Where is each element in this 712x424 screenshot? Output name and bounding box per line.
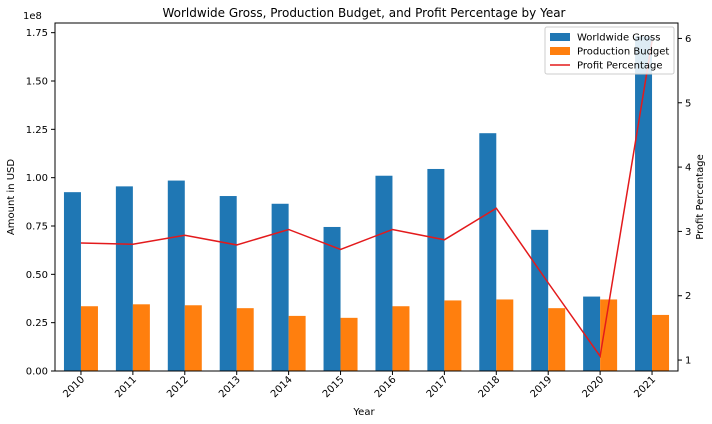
- legend-box: [544, 26, 675, 75]
- bar-production-budget-2020: [600, 299, 618, 371]
- x-tick-label: 2021: [632, 374, 658, 400]
- line-layer: [80, 40, 653, 359]
- y-tick-label: 1.75: [26, 28, 48, 39]
- line-profit-percentage: [80, 40, 653, 359]
- x-tick-label: 2017: [425, 374, 451, 400]
- bar-production-budget-2010: [80, 306, 98, 371]
- y2-tick-label: 1: [685, 356, 691, 367]
- x-tick-label: 2014: [269, 374, 295, 400]
- y2-tick-label: 6: [685, 34, 691, 45]
- bar-production-budget-2014: [288, 315, 306, 371]
- bar-worldwide-gross-2018: [479, 133, 497, 371]
- x-tick-label: 2015: [321, 374, 347, 400]
- legend-label: Production Budget: [577, 47, 669, 58]
- bar-worldwide-gross-2016: [375, 175, 393, 371]
- bar-production-budget-2011: [132, 304, 150, 371]
- x-tick-label: 2012: [165, 374, 191, 400]
- x-tick-label: 2011: [113, 374, 139, 400]
- legend-swatch: [550, 47, 570, 55]
- bar-production-budget-2018: [496, 299, 514, 371]
- y-tick-label: 0.50: [26, 270, 48, 281]
- y-axis-label: Amount in USD: [6, 159, 17, 235]
- bar-worldwide-gross-2012: [167, 180, 185, 371]
- y-tick-label: 0.00: [26, 367, 48, 378]
- bar-production-budget-2015: [340, 317, 358, 371]
- x-tick-label: 2018: [477, 374, 503, 400]
- y2-axis: 1 2 3 4 5 6: [678, 34, 691, 367]
- y2-tick-label: 4: [685, 163, 691, 174]
- bar-worldwide-gross-2013: [219, 196, 237, 371]
- legend-label: Worldwide Gross: [577, 33, 660, 44]
- y2-axis-label: Profit Percentage: [695, 154, 706, 240]
- bar-production-budget-2017: [444, 300, 462, 371]
- bar-production-budget-2021: [652, 314, 670, 371]
- bar-worldwide-gross-2017: [427, 168, 445, 371]
- bar-production-budget-2012: [184, 305, 202, 371]
- y-tick-label: 0.25: [26, 318, 48, 329]
- chart-title: Worldwide Gross, Production Budget, and …: [162, 6, 565, 20]
- y2-tick-label: 5: [685, 98, 691, 109]
- plot-frame: [54, 22, 679, 372]
- y2-tick-label: 2: [685, 291, 691, 302]
- bar-production-budget-2019: [548, 308, 566, 371]
- x-tick-label: 2020: [580, 374, 606, 400]
- bar-worldwide-gross-2021: [635, 36, 653, 372]
- y-tick-label: 0.75: [26, 222, 48, 233]
- x-tick-label: 2013: [217, 374, 243, 400]
- x-tick-label: 2019: [529, 374, 555, 400]
- y-tick-label: 1.50: [26, 77, 48, 88]
- bar-worldwide-gross-2011: [115, 186, 133, 371]
- x-axis: 2010 2011 2012 2013 2014 2015 2016 2017 2018 2019…: [61, 371, 658, 400]
- legend-label: Profit Percentage: [577, 61, 663, 72]
- y-tick-label: 1.00: [26, 173, 48, 184]
- legend: Worldwide Gross Production Budget Profit P…: [544, 26, 675, 75]
- bar-worldwide-gross-2014: [271, 203, 289, 371]
- x-axis-label: Year: [352, 407, 375, 418]
- x-tick-label: 2010: [61, 374, 87, 400]
- y-tick-label: 1.25: [26, 125, 48, 136]
- x-tick-label: 2016: [373, 374, 399, 400]
- bar-worldwide-gross-2010: [63, 192, 81, 371]
- bars-layer: [63, 36, 670, 372]
- y-axis-offset-label: 1e8: [23, 11, 42, 22]
- y2-tick-label: 3: [685, 227, 691, 238]
- bar-production-budget-2016: [392, 306, 410, 371]
- bar-production-budget-2013: [236, 308, 254, 371]
- bar-worldwide-gross-2019: [531, 229, 549, 371]
- legend-swatch: [550, 33, 570, 41]
- y-axis: 0.00 0.25 0.50 0.75 1.00 1.25 1.50 1.75: [26, 28, 55, 378]
- bar-worldwide-gross-2020: [583, 296, 601, 371]
- bar-worldwide-gross-2015: [323, 226, 341, 371]
